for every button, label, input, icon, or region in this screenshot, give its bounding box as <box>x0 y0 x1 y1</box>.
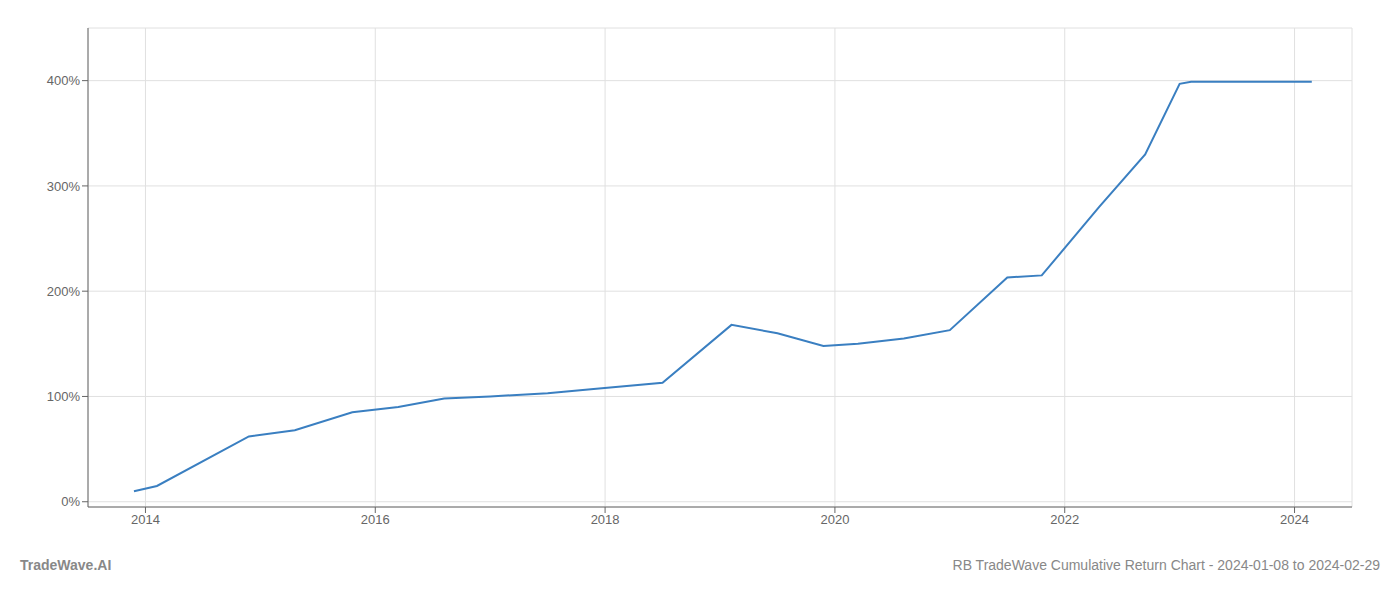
html-text:TradeWave.AI: TradeWave.AI <box>20 557 112 573</box>
svg-text:2020: 2020 <box>820 512 849 527</box>
svg-text:2016: 2016 <box>361 512 390 527</box>
svg-text:400%: 400% <box>47 73 81 88</box>
svg-text:100%: 100% <box>47 389 81 404</box>
svg-text:2024: 2024 <box>1280 512 1309 527</box>
svg-text:2014: 2014 <box>131 512 160 527</box>
html-text:RB TradeWave Cumulative Return: RB TradeWave Cumulative Return Chart - 2… <box>952 557 1380 573</box>
svg-text:2022: 2022 <box>1050 512 1079 527</box>
svg-text:200%: 200% <box>47 284 81 299</box>
svg-text:0%: 0% <box>61 494 80 509</box>
svg-text:2018: 2018 <box>591 512 620 527</box>
svg-text:300%: 300% <box>47 179 81 194</box>
